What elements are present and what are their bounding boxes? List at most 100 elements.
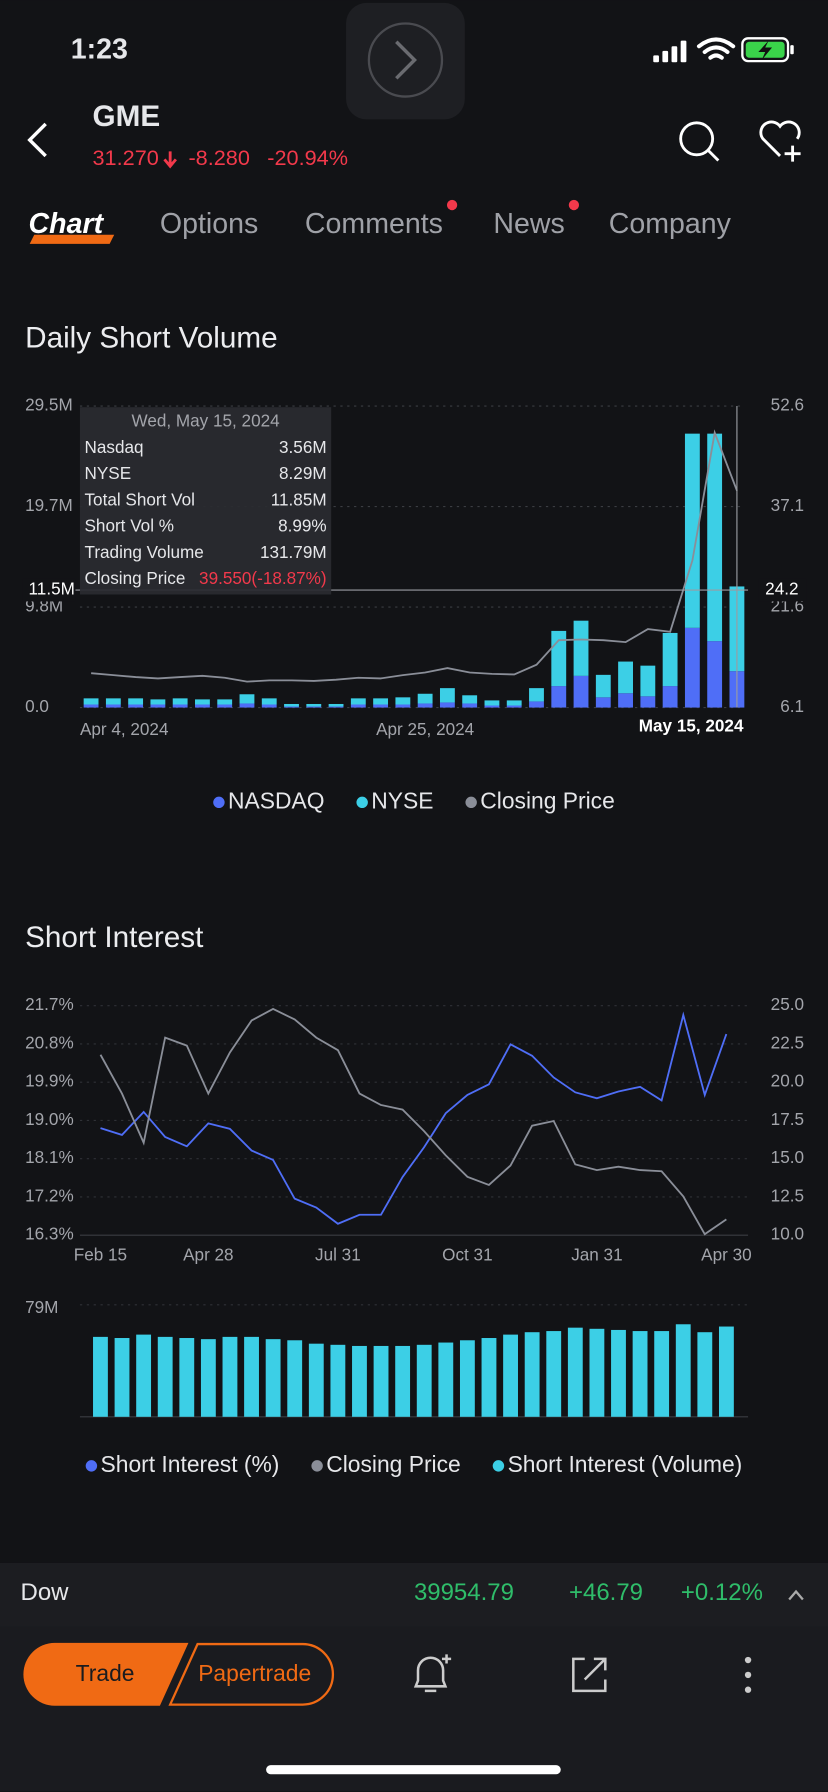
watchlist-button[interactable] [759, 120, 801, 157]
y2-tick-label: 15.0 [771, 1147, 804, 1167]
volume-bar [524, 1332, 540, 1417]
x-tick-label: Oct 31 [442, 1244, 492, 1264]
tab[interactable]: Options [160, 208, 258, 240]
bar-segment [172, 698, 188, 705]
volume-bar [632, 1331, 648, 1417]
legend: Short Interest (%) Closing Price Short Int… [85, 1451, 742, 1477]
y-tick-label: 0.0 [25, 696, 49, 716]
bar-segment [195, 699, 210, 705]
volume-bar [718, 1326, 734, 1417]
trade-button[interactable] [23, 1642, 189, 1706]
ticker-bar[interactable] [0, 1562, 828, 1627]
tooltip [79, 407, 332, 595]
legend-marker [213, 796, 225, 809]
y2-tick-label: 20.0 [771, 1071, 804, 1091]
papertrade-button[interactable] [168, 1642, 334, 1706]
bar-segment [640, 665, 656, 697]
x-tick-label: Apr 28 [183, 1244, 233, 1264]
y-tick-label: 29.5M [25, 395, 73, 415]
crosshair-y-label: 11.5M [29, 579, 75, 599]
price-line [91, 429, 738, 683]
y2-tick-label: 6.1 [780, 696, 804, 716]
volume-bar [287, 1340, 303, 1417]
y-tick-label: 19.9% [25, 1071, 74, 1091]
price: 31.270 [93, 145, 159, 170]
volume-bar [352, 1345, 367, 1417]
bar-segment [395, 704, 411, 708]
bar-segment [529, 701, 544, 708]
legend-marker [492, 1460, 505, 1472]
charging-bolt [758, 40, 773, 61]
tooltip-value: 39.550(-18.87%) [199, 568, 327, 588]
bar-segment [150, 699, 166, 705]
volume-bar [308, 1343, 324, 1417]
y-tick-label: 19.7M [25, 495, 73, 515]
tab[interactable]: News [493, 208, 564, 240]
volume-bar [481, 1338, 497, 1417]
bar-segment [150, 704, 166, 708]
volume-bar [675, 1324, 691, 1417]
volume-bar [373, 1345, 389, 1417]
bar-segment [261, 704, 277, 708]
tooltip-label: Closing Price [85, 568, 186, 588]
volume-tick-label: 79M [25, 1297, 58, 1317]
bar-segment [195, 704, 210, 708]
volume-bar [330, 1344, 346, 1417]
bar-segment [417, 693, 433, 704]
bar-segment [172, 704, 188, 708]
bar-segment [105, 704, 121, 708]
tooltip-label: Short Vol % [85, 516, 174, 536]
tab[interactable]: Company [609, 208, 732, 240]
bar-segment [417, 703, 433, 708]
tooltip-value: 8.99% [278, 516, 327, 536]
more-button[interactable] [744, 1656, 752, 1693]
bar-segment [618, 693, 633, 708]
watchlist-plus [784, 145, 801, 162]
volume-bar [589, 1328, 605, 1417]
search-button[interactable] [679, 121, 720, 162]
tooltip-value: 3.56M [279, 437, 327, 457]
signal-icon [653, 40, 687, 63]
bar-segment [462, 703, 478, 708]
legend-label: Closing Price [326, 1451, 460, 1477]
y-tick-label: 19.0% [25, 1109, 74, 1129]
tooltip-label: Total Short Vol [85, 489, 195, 509]
alert-button[interactable] [413, 1656, 448, 1693]
x-tick-label: Feb 15 [74, 1244, 127, 1264]
bar-segment [239, 694, 255, 704]
share-button[interactable] [572, 1657, 607, 1693]
bar-segment [662, 632, 678, 687]
battery-tip [790, 45, 794, 55]
y2-tick-label: 52.6 [771, 395, 804, 415]
bar-segment [439, 688, 455, 703]
bar-segment [484, 700, 500, 706]
index-name: Dow [21, 1579, 70, 1606]
bar-segment [350, 698, 366, 705]
tab-bar: Chart Options Comments News Company [29, 199, 732, 244]
expand-caret[interactable] [788, 1589, 804, 1601]
bar-segment [306, 703, 322, 707]
volume-bar [611, 1329, 626, 1417]
overlay-button[interactable] [346, 2, 465, 120]
legend: NASDAQ NYSE Closing Price [213, 787, 615, 813]
volume-bar [222, 1336, 238, 1417]
down-arrow [163, 151, 177, 169]
bar-segment [551, 686, 567, 708]
home-indicator [266, 1765, 561, 1775]
back-button[interactable] [27, 122, 47, 158]
volume-bar [265, 1339, 281, 1417]
bar-segment [83, 704, 99, 708]
volume-bar [546, 1331, 562, 1417]
series-line [99, 1007, 727, 1236]
symbol: GME [93, 100, 161, 133]
volume-bar [567, 1327, 583, 1417]
tab[interactable]: Comments [305, 208, 443, 240]
legend-label: Closing Price [480, 787, 614, 813]
tooltip-label: Nasdaq [85, 437, 144, 457]
section-title: Short Interest [25, 921, 204, 954]
bar-segment [684, 433, 700, 628]
volume-bar [93, 1336, 108, 1417]
alert-plus [441, 1654, 452, 1664]
